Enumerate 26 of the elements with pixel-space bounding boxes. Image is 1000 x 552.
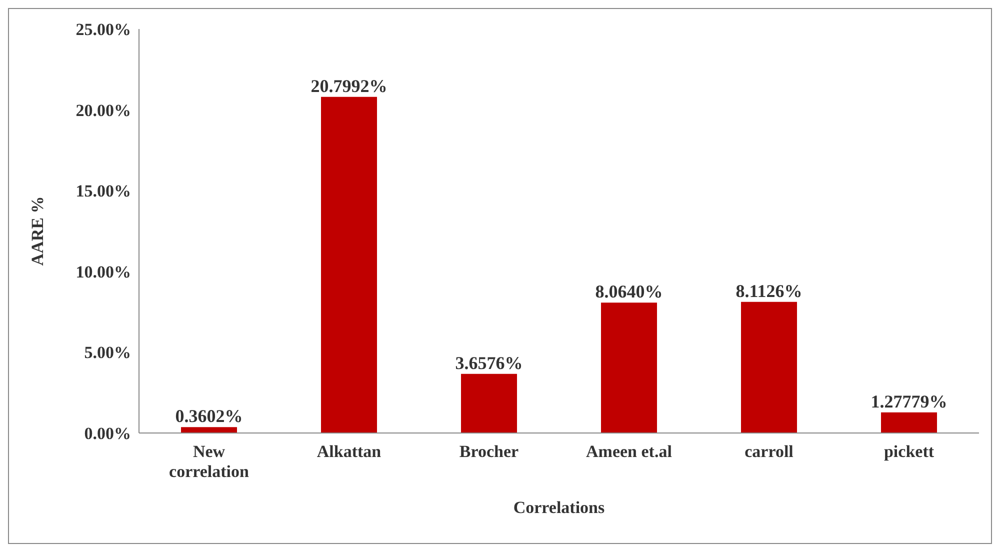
y-tick-label: 0.00% (84, 424, 131, 444)
bar (321, 96, 377, 433)
y-tick-label: 25.00% (76, 20, 131, 40)
y-tick-label: 10.00% (76, 262, 131, 282)
x-axis-title: Correlations (513, 498, 606, 517)
bar (741, 302, 797, 433)
x-tick-label: Alkattan (316, 442, 382, 461)
y-tick-label: 5.00% (84, 343, 131, 362)
data-label: 3.6576% (455, 352, 523, 373)
x-tick-label: pickett (884, 442, 934, 461)
bar (181, 427, 237, 433)
data-label: 0.3602% (175, 406, 243, 426)
y-tick-label: 20.00% (76, 100, 131, 120)
bar (601, 302, 657, 433)
data-label: 20.7992% (310, 76, 388, 96)
x-tick-label: New correlation (169, 442, 250, 481)
data-label: 8.1126% (736, 280, 802, 301)
data-label: 1.27779% (870, 391, 948, 412)
x-tick-label: Brocher (459, 442, 520, 461)
bar (461, 374, 517, 433)
data-label: 8.0640% (595, 282, 663, 302)
x-tick-label: Ameen et.al (586, 442, 672, 461)
x-tick-label: carroll (744, 442, 794, 461)
y-tick-label: 15.00% (76, 182, 131, 201)
bar (881, 412, 937, 433)
y-axis-title: AARE % (28, 196, 48, 266)
